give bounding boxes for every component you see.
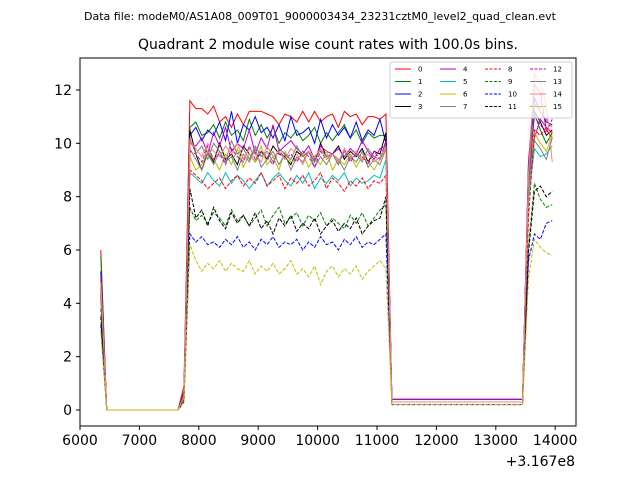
legend-label-3: 3 (418, 103, 422, 111)
legend-label-7: 7 (463, 103, 467, 111)
series-line-15 (100, 238, 553, 411)
series-line-7 (100, 137, 553, 411)
data-file-label: Data file: modeM0/AS1A08_009T01_90000034… (84, 10, 557, 23)
y-tick-label: 8 (63, 190, 72, 206)
legend-label-9: 9 (508, 78, 512, 86)
legend-label-10: 10 (508, 91, 517, 99)
legend-label-8: 8 (508, 66, 512, 74)
x-offset-label: +3.167e8 (506, 454, 575, 470)
x-tick-label: 9000 (240, 433, 276, 449)
x-tick-label: 12000 (414, 433, 459, 449)
legend-label-0: 0 (418, 66, 422, 74)
legend-label-1: 1 (418, 78, 422, 86)
series-line-4 (100, 118, 553, 411)
series-line-12 (100, 115, 553, 411)
series-line-2 (100, 96, 553, 411)
legend-label-2: 2 (418, 91, 422, 99)
y-axis: 0 2 4 6 8 10 12 (54, 83, 80, 419)
y-tick-label: 12 (54, 83, 72, 99)
x-axis: 6000 7000 8000 9000 10000 11000 12000 13000 1400… (62, 426, 577, 449)
legend-box (389, 61, 573, 119)
y-tick-label: 10 (54, 136, 72, 152)
series-line-8 (100, 126, 553, 411)
series-line-11 (100, 185, 553, 411)
series-line-13 (100, 101, 553, 411)
x-tick-label: 10000 (295, 433, 340, 449)
legend-label-13: 13 (553, 78, 562, 86)
chart-title: Quadrant 2 module wise count rates with … (138, 37, 518, 53)
series-line-5 (100, 145, 553, 411)
legend-label-4: 4 (463, 66, 468, 74)
y-tick-label: 0 (63, 403, 72, 419)
series-line-10 (100, 220, 553, 411)
x-tick-label: 7000 (122, 433, 158, 449)
legend-label-12: 12 (553, 66, 562, 74)
plot-area: 6000 7000 8000 9000 10000 11000 12000 13000 1400… (54, 57, 577, 449)
x-tick-label: 11000 (355, 433, 400, 449)
axes-border (79, 57, 577, 427)
legend-label-11: 11 (508, 103, 517, 111)
x-tick-label: 13000 (474, 433, 519, 449)
series-layer (100, 72, 553, 411)
y-tick-label: 4 (63, 296, 72, 312)
x-tick-label: 8000 (181, 433, 217, 449)
y-tick-label: 6 (63, 243, 72, 259)
legend-label-15: 15 (553, 103, 562, 111)
axes-background (80, 58, 576, 426)
y-tick-label: 2 (63, 350, 72, 366)
legend-label-14: 14 (553, 91, 562, 99)
series-line-0 (100, 83, 553, 411)
legend-label-6: 6 (463, 91, 468, 99)
x-tick-label: 6000 (62, 433, 98, 449)
series-line-14 (100, 72, 553, 411)
x-tick-label: 14000 (533, 433, 578, 449)
legend-label-5: 5 (463, 78, 467, 86)
